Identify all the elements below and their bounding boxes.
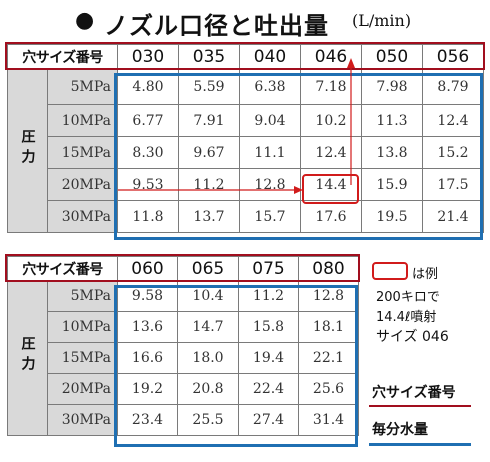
pressure-cell: 10MPa	[47, 311, 118, 343]
flow-value: 25.6	[298, 373, 359, 405]
pressure-cell: 5MPa	[47, 68, 118, 105]
table-row: 10MPa 6.77 7.91 9.04 10.2 11.3 12.4	[8, 104, 484, 137]
flow-value: 13.6	[117, 311, 178, 343]
arrow-to-size	[347, 58, 355, 185]
table-row: 15MPa 8.30 9.67 11.1 12.4 13.8 15.2	[8, 136, 484, 169]
flow-value: 12.4	[300, 136, 362, 169]
table-row: 30MPa 23.4 25.5 27.4 31.4	[8, 404, 359, 436]
table-row: 15MPa 16.6 18.0 19.4 22.1	[8, 342, 359, 374]
table2-size: 075	[238, 256, 299, 281]
legend-example-line: 14.4ℓ噴射	[376, 310, 437, 325]
flow-value: 9.53	[117, 168, 179, 201]
table1-pressure-label: 圧力	[7, 68, 48, 233]
pressure-cell: 15MPa	[47, 136, 118, 169]
table1-size: 040	[239, 44, 301, 69]
arrow-from-pressure	[118, 186, 303, 194]
legend-example-line: サイズ 046	[376, 329, 449, 345]
flow-value: 7.91	[178, 104, 240, 137]
flow-value: 18.1	[298, 311, 359, 343]
flow-value: 13.7	[178, 200, 240, 233]
legend-blue-label: 毎分水量	[372, 422, 428, 438]
legend-red-label: 穴サイズ番号	[372, 385, 456, 401]
flow-value: 10.2	[300, 104, 362, 137]
table1-values-box	[114, 73, 483, 240]
table2-size: 080	[298, 256, 359, 281]
flow-value: 15.7	[239, 200, 301, 233]
pressure-label-text: 圧力	[19, 128, 36, 169]
flow-value: 17.5	[422, 168, 484, 201]
table-row: 10MPa 13.6 14.7 15.8 18.1	[8, 311, 359, 343]
table1-size: 035	[178, 44, 240, 69]
table-row: 20MPa 9.53 11.2 12.8 14.4 15.9 17.5	[8, 168, 484, 201]
flow-value: 8.30	[117, 136, 179, 169]
title-bullet: ●	[75, 8, 95, 33]
legend-example-suffix: は例	[412, 267, 439, 282]
table1-size: 050	[361, 44, 423, 69]
pressure-cell: 10MPa	[47, 104, 118, 137]
flow-value: 17.6	[300, 200, 362, 233]
legend-example-line: 200キロで	[376, 290, 440, 305]
legend-blue-line	[369, 443, 471, 446]
table1-size-label: 穴サイズ番号	[7, 44, 118, 69]
flow-value-highlighted: 14.4	[300, 168, 362, 201]
flow-value: 31.4	[298, 404, 359, 436]
table1-size-row-box	[5, 42, 485, 70]
table1-size: 056	[422, 44, 484, 69]
legend-example-swatch	[372, 262, 408, 280]
example-highlight-box	[302, 174, 359, 204]
flow-value: 22.4	[238, 373, 299, 405]
table-row: 20MPa 19.2 20.8 22.4 25.6	[8, 373, 359, 405]
table1-header-row: 穴サイズ番号 030 035 040 046 050 056	[7, 44, 484, 69]
pressure-label-text: 圧力	[19, 336, 36, 376]
pressure-cell: 30MPa	[47, 404, 118, 436]
table2-header-row: 穴サイズ番号 060 065 075 080	[7, 256, 359, 281]
flow-value: 11.3	[361, 104, 423, 137]
pressure-cell: 5MPa	[47, 280, 118, 312]
flow-table-1: 穴サイズ番号 030 035 040 046 050 056 圧力 5MPa 4…	[7, 44, 484, 233]
flow-value: 9.04	[239, 104, 301, 137]
flow-value: 13.8	[361, 136, 423, 169]
pressure-cell: 30MPa	[47, 200, 118, 233]
flow-value: 19.2	[117, 373, 178, 405]
pressure-cell: 20MPa	[47, 373, 118, 405]
table-row: 30MPa 11.8 13.7 15.7 17.6 19.5 21.4	[8, 200, 484, 233]
flow-value: 15.2	[422, 136, 484, 169]
flow-value: 23.4	[117, 404, 178, 436]
legend-red-line	[369, 405, 471, 407]
flow-value: 14.7	[177, 311, 239, 343]
flow-value: 25.5	[177, 404, 239, 436]
flow-value: 19.5	[361, 200, 423, 233]
page-title: ノズル口径と吐出量	[104, 12, 329, 40]
table2-pressure-label: 圧力	[7, 280, 48, 436]
flow-value: 11.2	[178, 168, 240, 201]
flow-value: 18.0	[177, 342, 239, 374]
pressure-cell: 15MPa	[47, 342, 118, 374]
table2-size: 060	[117, 256, 178, 281]
flow-table-2: 穴サイズ番号 060 065 075 080 圧力 5MPa 9.58 10.4…	[7, 256, 359, 436]
table2-size: 065	[177, 256, 239, 281]
flow-value: 21.4	[422, 200, 484, 233]
table-row: 圧力 5MPa 4.80 5.59 6.38 7.18 7.98 8.79	[7, 68, 484, 233]
title-unit: (L/min)	[352, 11, 412, 30]
table1-size: 030	[117, 44, 179, 69]
table2-values-box	[114, 285, 358, 447]
table2-size-row-box	[5, 254, 360, 282]
